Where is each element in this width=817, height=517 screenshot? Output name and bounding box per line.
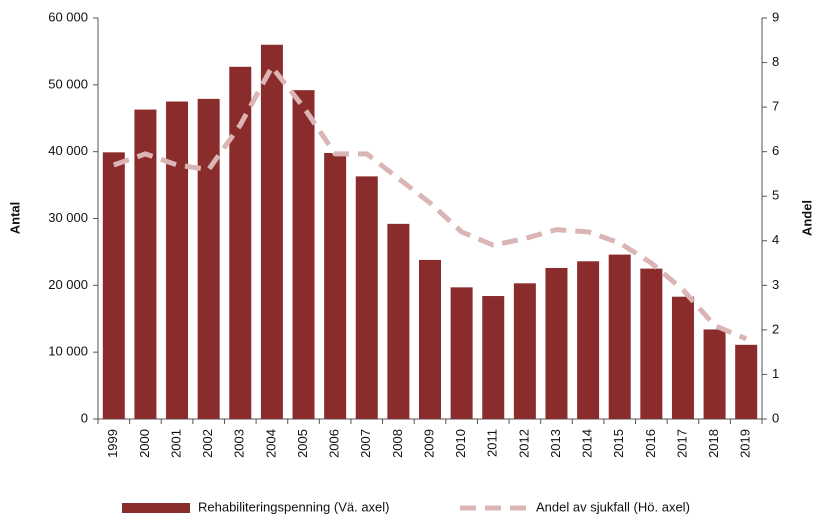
bar xyxy=(292,90,315,420)
y-tick-label: 0 xyxy=(81,410,88,425)
x-tick-label: 2016 xyxy=(643,429,658,458)
x-tick-label: 2011 xyxy=(485,429,500,457)
bar xyxy=(640,268,663,419)
y2-tick-label: 4 xyxy=(772,232,779,247)
bar xyxy=(166,101,189,420)
x-tick-label: 2015 xyxy=(611,429,626,458)
y2-tick-label: 7 xyxy=(772,99,779,114)
y-tick-label: 40 000 xyxy=(48,143,88,158)
bar xyxy=(134,109,157,419)
bar xyxy=(735,344,758,419)
x-tick-label: 2010 xyxy=(453,429,468,458)
x-tick-label: 2017 xyxy=(674,429,689,458)
x-tick-label: 2006 xyxy=(327,429,342,458)
y2-axis-label: Andel xyxy=(799,200,814,236)
bar xyxy=(608,254,631,419)
bar xyxy=(513,283,536,419)
x-tick-label: 2000 xyxy=(137,429,152,458)
y2-tick-label: 0 xyxy=(772,410,779,425)
bar xyxy=(577,261,600,419)
bar xyxy=(482,296,505,419)
y-tick-label: 20 000 xyxy=(48,277,88,292)
legend-swatch xyxy=(122,503,190,513)
bar xyxy=(703,329,726,419)
x-tick-label: 2004 xyxy=(263,429,278,458)
y2-tick-label: 5 xyxy=(772,188,779,203)
bar xyxy=(260,44,283,419)
y-axis-label: Antal xyxy=(7,202,22,235)
y-tick-label: 50 000 xyxy=(48,76,88,91)
legend-label: Andel av sjukfall (Hö. axel) xyxy=(536,499,690,514)
x-tick-label: 2003 xyxy=(232,429,247,458)
y2-tick-label: 6 xyxy=(772,143,779,158)
bar xyxy=(355,176,378,419)
bar xyxy=(450,287,473,419)
bar xyxy=(671,296,694,419)
y2-tick-label: 2 xyxy=(772,321,779,336)
x-tick-label: 2008 xyxy=(390,429,405,458)
x-tick-label: 2018 xyxy=(706,429,721,458)
y-tick-label: 30 000 xyxy=(48,210,88,225)
bar xyxy=(197,98,220,419)
x-tick-label: 2007 xyxy=(358,429,373,458)
x-tick-label: 1999 xyxy=(105,429,120,458)
x-tick-label: 2012 xyxy=(516,429,531,458)
bar xyxy=(102,152,125,419)
x-tick-label: 2019 xyxy=(738,429,753,458)
y2-tick-label: 1 xyxy=(772,366,779,381)
x-tick-label: 2005 xyxy=(295,429,310,458)
x-tick-label: 2014 xyxy=(580,429,595,458)
bar xyxy=(324,153,347,419)
x-tick-label: 2009 xyxy=(421,429,436,458)
bar xyxy=(387,223,410,419)
x-tick-label: 2002 xyxy=(200,429,215,458)
bar xyxy=(545,267,568,419)
y2-tick-label: 8 xyxy=(772,54,779,69)
legend-label: Rehabiliteringspenning (Vä. axel) xyxy=(198,499,390,514)
y-tick-label: 60 000 xyxy=(48,9,88,24)
line xyxy=(112,64,748,342)
y2-tick-label: 3 xyxy=(772,277,779,292)
y-tick-label: 10 000 xyxy=(48,344,88,359)
bar xyxy=(419,259,441,419)
y2-tick-label: 9 xyxy=(772,9,779,24)
bar xyxy=(229,66,252,419)
x-tick-label: 2013 xyxy=(548,429,563,458)
x-tick-label: 2001 xyxy=(168,429,183,458)
